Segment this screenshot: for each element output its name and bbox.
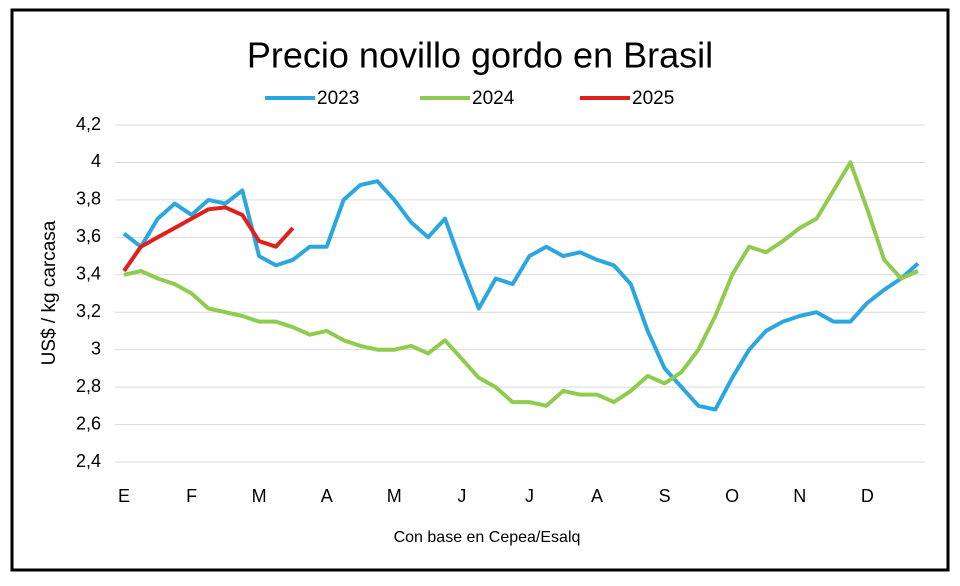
x-tick-label: D bbox=[861, 486, 874, 506]
series-line bbox=[122, 179, 920, 412]
x-tick-label: O bbox=[725, 486, 739, 506]
y-tick-label: 2,6 bbox=[76, 413, 101, 433]
x-tick-label: J bbox=[525, 486, 534, 506]
series-line bbox=[123, 160, 919, 408]
frame bbox=[10, 8, 950, 572]
y-tick-label: 2,4 bbox=[76, 451, 101, 471]
y-tick-label: 3,8 bbox=[76, 189, 101, 209]
note: Con base en Cepea/Esalq bbox=[394, 529, 581, 546]
x-tick-label: S bbox=[659, 486, 671, 506]
y-tick-label: 3 bbox=[91, 338, 101, 358]
y-axis-label: US$ / kg carcasa bbox=[39, 220, 60, 365]
legend-label: 2024 bbox=[472, 88, 515, 109]
y-tick-label: 3,2 bbox=[76, 301, 101, 321]
series-line bbox=[122, 205, 295, 273]
x-tick-label: F bbox=[186, 486, 197, 506]
x-tick-label: M bbox=[387, 486, 402, 506]
legend-label: 2025 bbox=[632, 88, 674, 109]
y-tick-label: 2,8 bbox=[76, 376, 101, 396]
y-tick-label: 4,2 bbox=[76, 114, 101, 134]
y-tick-label: 3,4 bbox=[76, 264, 101, 284]
x-tick-label: J bbox=[457, 486, 466, 506]
x-tick-label: N bbox=[793, 486, 806, 506]
x-tick-label: M bbox=[252, 486, 267, 506]
x-tick-label: E bbox=[118, 486, 130, 506]
x-tick-label: A bbox=[321, 486, 333, 506]
y-tick-label: 4 bbox=[91, 151, 101, 171]
x-tick-label: A bbox=[591, 486, 603, 506]
chart-title: Precio novillo gordo en Brasil bbox=[247, 35, 713, 76]
y-tick-label: 3,6 bbox=[76, 226, 101, 246]
legend-label: 2023 bbox=[317, 88, 359, 109]
